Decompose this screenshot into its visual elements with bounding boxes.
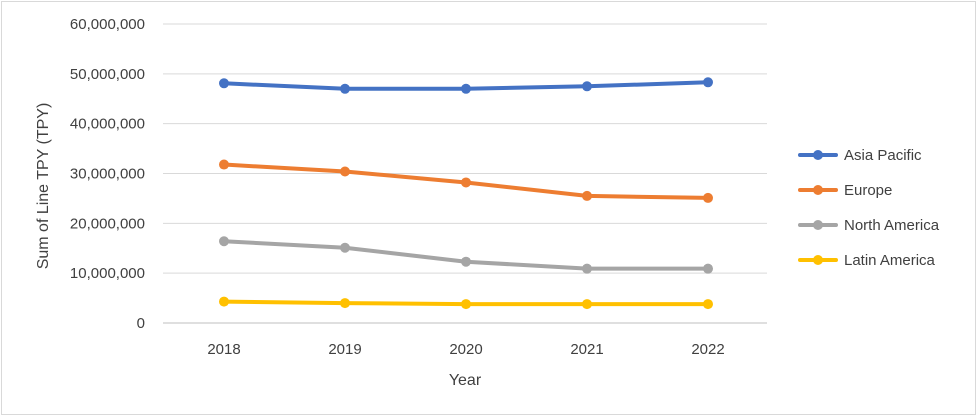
data-point-asia-pacific [582,81,592,92]
data-point-latin-america [340,298,350,309]
y-tick-label: 40,000,000 [70,116,145,133]
legend-swatch-marker [813,220,823,230]
data-point-europe [340,166,350,177]
plot-series [219,77,713,310]
data-point-europe [219,159,229,170]
x-tick-label: 2020 [449,341,482,358]
data-point-north-america [461,256,471,267]
gridlines [163,23,767,324]
legend-label: North America [844,217,940,234]
data-point-asia-pacific [219,78,229,89]
data-point-latin-america [219,296,229,307]
y-tick-label: 20,000,000 [70,215,145,232]
data-point-asia-pacific [340,83,350,94]
y-tick-label: 30,000,000 [70,166,145,183]
y-axis-title: Sum of Line TPY (TPY) [35,103,52,270]
legend-swatch-marker [813,150,823,160]
x-tick-label: 2022 [691,341,724,358]
x-tick-label: 2018 [207,341,240,358]
x-axis-title: Year [449,372,482,389]
data-point-north-america [340,242,350,253]
y-tick-label: 50,000,000 [70,66,145,83]
x-axis: 2018 2019 2020 2021 2022 [207,341,724,358]
legend-swatch-marker [813,255,823,265]
data-point-north-america [582,263,592,274]
data-point-latin-america [461,299,471,310]
y-tick-label: 10,000,000 [70,265,145,282]
data-point-europe [703,192,713,203]
data-point-latin-america [703,299,713,310]
y-tick-label: 0 [137,315,145,332]
data-point-north-america [219,236,229,247]
legend-label: Asia Pacific [844,147,922,164]
legend-label: Europe [844,182,892,199]
x-tick-label: 2021 [570,341,603,358]
y-tick-label: 60,000,000 [70,16,145,33]
data-point-asia-pacific [703,77,713,88]
y-axis: 0 10,000,000 20,000,000 30,000,000 40,000,00… [70,16,145,332]
data-point-north-america [703,263,713,274]
legend-swatch-marker [813,185,823,195]
data-point-asia-pacific [461,83,471,94]
data-point-europe [461,177,471,188]
legend-label: Latin America [844,252,936,269]
legend: Asia Pacific Europe North America Latin Ame… [798,147,940,269]
x-tick-label: 2019 [328,341,361,358]
data-point-europe [582,190,592,201]
data-point-latin-america [582,299,592,310]
